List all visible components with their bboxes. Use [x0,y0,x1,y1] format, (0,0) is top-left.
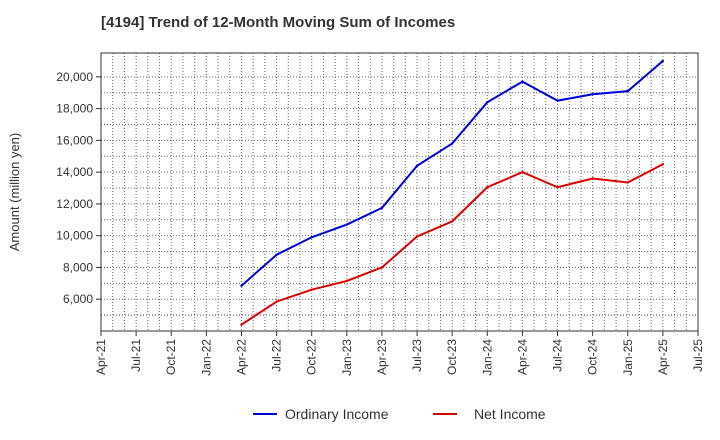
data-point-net-income [521,170,524,174]
y-tick-label: 14,000 [56,165,93,179]
y-tick-label: 12,000 [56,197,93,211]
x-tick-label: Apr-25 [656,339,670,375]
x-tick-label: Jul-21 [129,339,143,372]
data-point-ordinary-income [450,142,454,145]
data-point-net-income [556,186,559,189]
x-tick-label: Jul-24 [551,339,565,372]
x-tick-label: Jan-22 [199,339,213,376]
y-tick-label: 10,000 [56,229,93,243]
x-tick-label: Jan-23 [340,339,354,376]
data-point-ordinary-income [275,253,278,256]
x-tick-label: Jul-23 [410,339,424,372]
x-tick-label: Apr-24 [515,339,529,375]
y-tick-label: 8,000 [63,260,93,274]
data-point-ordinary-income [591,93,594,96]
data-point-net-income [380,266,384,269]
data-point-net-income [486,186,489,189]
x-tick-label: Apr-23 [375,339,389,375]
data-point-ordinary-income [380,206,384,210]
x-tick-label: Oct-22 [305,339,319,375]
data-point-ordinary-income [556,99,559,102]
y-tick-label: 6,000 [63,292,93,306]
data-point-ordinary-income [415,164,419,167]
data-point-net-income [415,235,419,238]
data-point-net-income [275,300,278,303]
y-tick-label: 16,000 [56,133,93,147]
x-tick-label: Apr-22 [234,339,248,375]
legend-label-ordinary-income: Ordinary Income [285,406,389,422]
x-tick-label: Oct-21 [164,339,178,375]
x-tick-label: Apr-21 [94,339,108,375]
y-tick-label: 18,000 [56,102,93,116]
data-point-net-income [626,181,629,184]
x-tick-label: Oct-23 [445,339,459,375]
grid [101,53,698,331]
data-point-net-income [345,279,349,283]
y-axis-title: Amount (million yen) [7,133,22,252]
data-point-net-income [450,220,454,223]
data-point-ordinary-income [661,59,665,63]
y-axis: 6,000 8,000 10,000 12,000 14,000 16,000 18,000… [56,70,101,306]
data-point-ordinary-income [240,284,243,287]
legend: Ordinary Income Net Income [253,406,546,422]
data-point-net-income [661,163,665,166]
x-axis: Apr-21 Jul-21 Oct-21 Jan-22 Apr-22 Jul-22 Oct-… [94,331,705,376]
series-group [240,59,665,326]
x-tick-label: Oct-24 [586,339,600,375]
x-tick-label: Jul-22 [270,339,284,372]
x-tick-label: Jan-25 [621,339,635,376]
x-tick-label: Jul-25 [691,339,705,372]
data-point-net-income [310,288,313,291]
data-point-net-income [240,323,243,326]
plot-frame [100,52,699,332]
legend-label-net-income: Net Income [474,406,546,422]
data-point-ordinary-income [521,80,524,83]
y-tick-label: 20,000 [56,70,93,84]
chart-title: [4194] Trend of 12-Month Moving Sum of I… [101,14,456,31]
x-tick-label: Jan-24 [480,339,494,376]
data-point-net-income [591,177,594,180]
data-point-ordinary-income [345,223,349,226]
data-point-ordinary-income [486,101,489,104]
data-point-ordinary-income [626,89,629,93]
data-point-ordinary-income [310,236,313,239]
